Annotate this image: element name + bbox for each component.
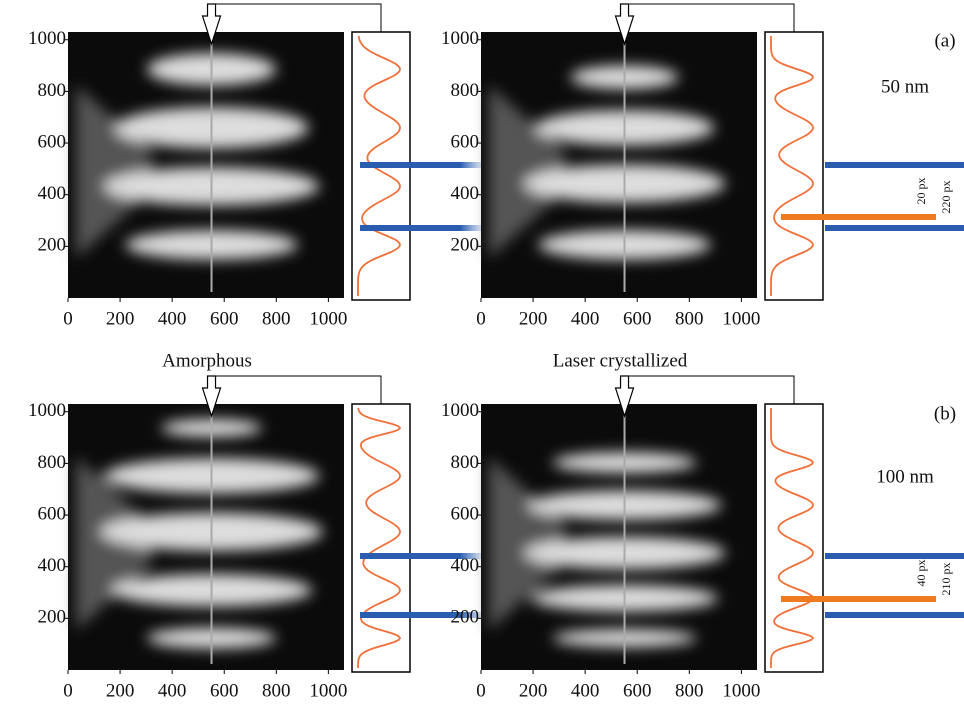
thickness-label: 50 nm <box>881 76 929 97</box>
arrow <box>201 3 222 46</box>
column-label: Amorphous <box>162 350 252 371</box>
column-label: Laser crystallized <box>553 350 688 371</box>
x-tick-label: 400 <box>571 308 600 329</box>
connector <box>624 3 795 32</box>
x-tick-label: 600 <box>210 680 239 701</box>
period-marker <box>825 612 964 618</box>
arrow <box>614 375 635 418</box>
arrow <box>201 375 222 418</box>
y-tick-label: 600 <box>38 503 67 524</box>
y-tick-label: 1000 <box>441 28 479 49</box>
connector <box>211 375 382 404</box>
x-tick-label: 0 <box>63 680 73 701</box>
y-tick-label: 200 <box>38 235 67 256</box>
profile-curve <box>357 407 402 668</box>
profile-curve <box>770 408 815 668</box>
x-tick-label: 800 <box>262 308 291 329</box>
x-tick-label: 1000 <box>722 680 760 701</box>
y-tick-label: 400 <box>451 555 480 576</box>
panel-label: (a) <box>934 30 955 51</box>
period-marker <box>825 553 964 559</box>
width-label: 40 px <box>914 560 928 587</box>
panel-label: (b) <box>934 403 956 424</box>
x-tick-label: 200 <box>106 308 135 329</box>
y-tick-label: 800 <box>38 452 67 473</box>
period-marker <box>825 162 964 168</box>
x-tick-label: 600 <box>210 308 239 329</box>
period-marker <box>360 225 485 231</box>
profile-box <box>764 31 824 301</box>
period-marker <box>360 612 485 618</box>
y-tick-label: 1000 <box>441 400 479 421</box>
connector <box>624 375 795 404</box>
image-haze <box>489 85 564 259</box>
x-tick-label: 200 <box>519 308 548 329</box>
width-marker <box>781 214 936 220</box>
y-tick-label: 200 <box>451 235 480 256</box>
y-tick-label: 1000 <box>28 28 66 49</box>
period-label: 220 px <box>939 181 953 214</box>
y-tick-label: 400 <box>451 183 480 204</box>
x-tick-label: 600 <box>623 680 652 701</box>
x-tick-label: 400 <box>158 308 187 329</box>
y-tick-label: 1000 <box>28 400 66 421</box>
image-haze <box>76 85 151 259</box>
connector <box>211 3 382 32</box>
x-tick-label: 800 <box>262 680 291 701</box>
period-marker <box>360 162 485 168</box>
y-tick-label: 800 <box>451 452 480 473</box>
x-tick-label: 200 <box>519 680 548 701</box>
x-tick-label: 600 <box>623 308 652 329</box>
y-tick-label: 800 <box>451 80 480 101</box>
x-tick-label: 1000 <box>309 680 347 701</box>
arrow <box>614 3 635 46</box>
x-tick-label: 0 <box>476 680 486 701</box>
period-label: 210 px <box>939 563 953 596</box>
y-tick-label: 400 <box>38 555 67 576</box>
y-tick-label: 200 <box>451 607 480 628</box>
x-tick-label: 800 <box>675 308 704 329</box>
image-haze <box>76 457 151 631</box>
profile-box <box>764 403 824 673</box>
y-tick-label: 600 <box>451 503 480 524</box>
y-tick-label: 600 <box>451 131 480 152</box>
x-tick-label: 0 <box>63 308 73 329</box>
width-marker <box>781 596 936 602</box>
x-tick-label: 1000 <box>722 308 760 329</box>
profile-curve <box>770 36 814 296</box>
image-haze <box>489 457 564 631</box>
period-marker <box>360 553 485 559</box>
y-tick-label: 200 <box>38 607 67 628</box>
period-marker <box>825 225 964 231</box>
y-tick-label: 800 <box>38 80 67 101</box>
y-tick-label: 400 <box>38 183 67 204</box>
x-tick-label: 400 <box>571 680 600 701</box>
x-tick-label: 1000 <box>309 308 347 329</box>
x-tick-label: 800 <box>675 680 704 701</box>
x-tick-label: 0 <box>476 308 486 329</box>
x-tick-label: 200 <box>106 680 135 701</box>
thickness-label: 100 nm <box>876 466 934 487</box>
image-bands <box>76 53 320 260</box>
width-label: 20 px <box>914 178 928 205</box>
x-tick-label: 400 <box>158 680 187 701</box>
y-tick-label: 600 <box>38 131 67 152</box>
